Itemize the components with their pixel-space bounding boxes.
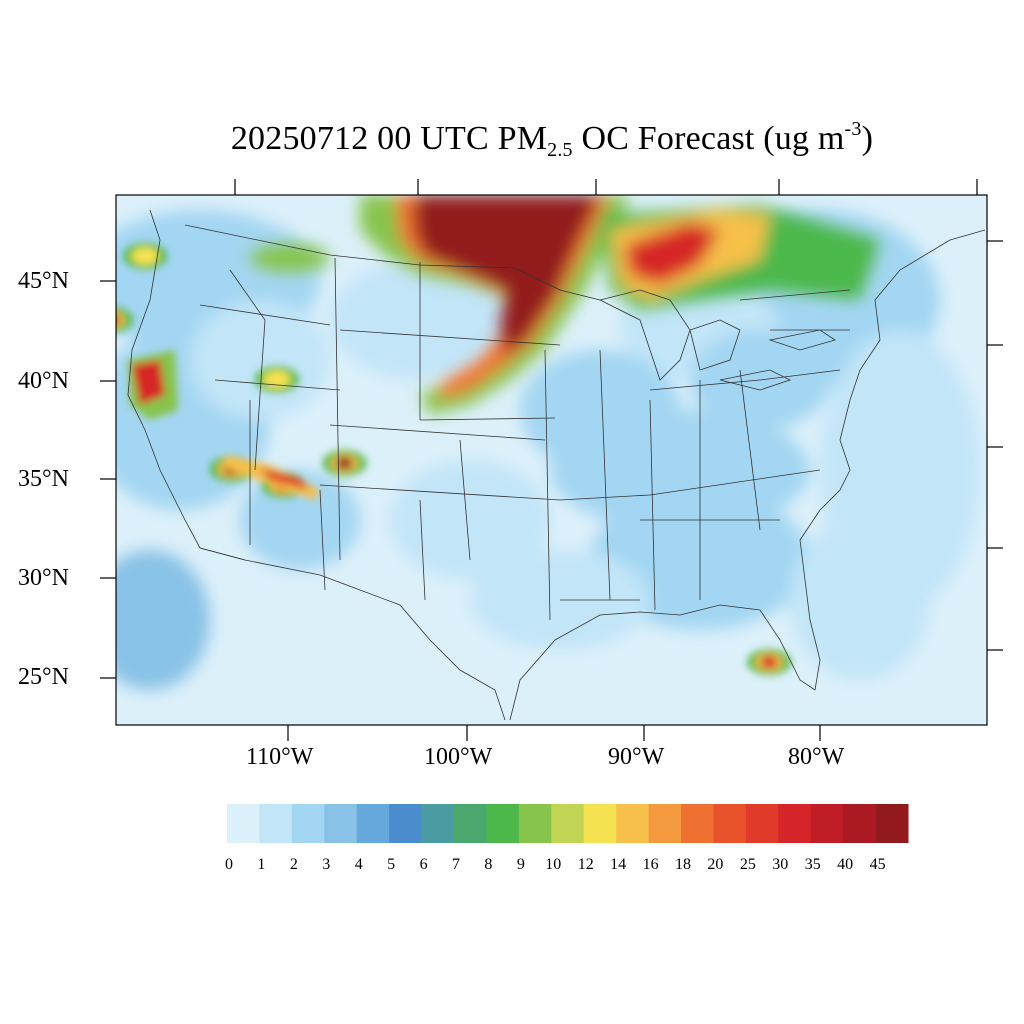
title-close: )	[861, 120, 874, 157]
colorbar-label: 14	[610, 856, 627, 873]
colorbar-label: 20	[707, 856, 724, 873]
title-tz: UTC	[420, 120, 489, 157]
colorbar-label: 16	[642, 856, 659, 873]
axis-ticks	[100, 179, 1003, 741]
colorbar-label: 7	[452, 856, 460, 873]
colorbar	[227, 804, 909, 843]
title-species-subscript: 2.5	[547, 139, 573, 161]
idaho-fire-hotspot	[116, 307, 134, 333]
new-mexico-fire-hotspot	[322, 450, 367, 477]
colorbar-swatch-20	[875, 804, 909, 843]
colorbar-swatch-12	[616, 804, 650, 843]
florida-fire-hotspot	[747, 649, 792, 676]
colorbar-label: 9	[516, 856, 525, 873]
lon-label-90w: 90°W	[608, 744, 665, 770]
colorbar-label: 0	[225, 856, 233, 873]
colorbar-swatch-15	[713, 804, 747, 843]
map-title: 20250712 00 UTC PM2.5 OC Forecast (ug m-…	[0, 118, 1024, 162]
colorbar-swatch-13	[648, 804, 682, 843]
colorbar-label: 5	[387, 856, 396, 873]
colorbar-swatch-0	[227, 804, 260, 843]
colorbar-swatch-19	[843, 804, 877, 843]
colorbar-label: 6	[419, 856, 428, 873]
lon-label-80w: 80°W	[788, 744, 845, 770]
map-frame	[115, 194, 988, 726]
colorbar-swatch-9	[518, 804, 552, 843]
lat-label-45: 45°N	[18, 268, 69, 294]
title-date: 20250712	[230, 120, 369, 157]
lat-label-25: 25°N	[18, 664, 69, 690]
colorbar-label: 1	[257, 856, 266, 873]
state-borders	[127, 209, 986, 721]
lon-label-110w: 110°W	[246, 744, 314, 770]
colorbar-swatch-3	[324, 804, 358, 843]
colorbar-label: 8	[484, 856, 493, 873]
colorbar-swatch-6	[421, 804, 455, 843]
colorbar-swatch-18	[810, 804, 844, 843]
colorbar-swatch-7	[454, 804, 487, 843]
colorbar-swatch-2	[291, 804, 325, 843]
lat-label-40: 40°N	[18, 368, 69, 394]
montana-plume-hotspot	[123, 243, 168, 270]
concentration-field	[116, 195, 987, 725]
colorbar-label: 40	[837, 856, 854, 873]
lon-label-100w: 100°W	[424, 744, 493, 770]
colorbar-swatch-14	[681, 804, 714, 843]
title-species: PM2.5	[497, 120, 573, 161]
colorbar-label: 10	[545, 856, 562, 873]
title-hour: 00	[377, 120, 412, 157]
colorbar-label: 3	[322, 856, 331, 873]
title-unit-superscript: -3	[844, 118, 862, 140]
colorbar-label: 2	[289, 856, 298, 873]
colorbar-swatch-17	[778, 804, 812, 843]
colorbar-swatch-11	[583, 804, 617, 843]
colorbar-swatch-10	[551, 804, 585, 843]
colorbar-label: 35	[804, 856, 821, 873]
colorbar-swatch-4	[356, 804, 390, 843]
colorbar-swatch-16	[745, 804, 779, 843]
colorbar-label: 18	[675, 856, 691, 873]
title-rest: OC Forecast (ug m	[581, 120, 845, 157]
lat-label-30: 30°N	[18, 565, 69, 591]
colorbar-swatch-8	[486, 804, 520, 843]
colorbar-label: 45	[869, 856, 886, 873]
lat-label-35: 35°N	[18, 466, 69, 492]
colorbar-label: 30	[772, 856, 789, 873]
colorbar-label: 4	[354, 856, 363, 873]
colorbar-swatch-1	[259, 804, 293, 843]
colorbar-swatch-5	[389, 804, 423, 843]
colorbar-label: 12	[577, 856, 594, 873]
colorbar-label: 25	[739, 856, 756, 873]
